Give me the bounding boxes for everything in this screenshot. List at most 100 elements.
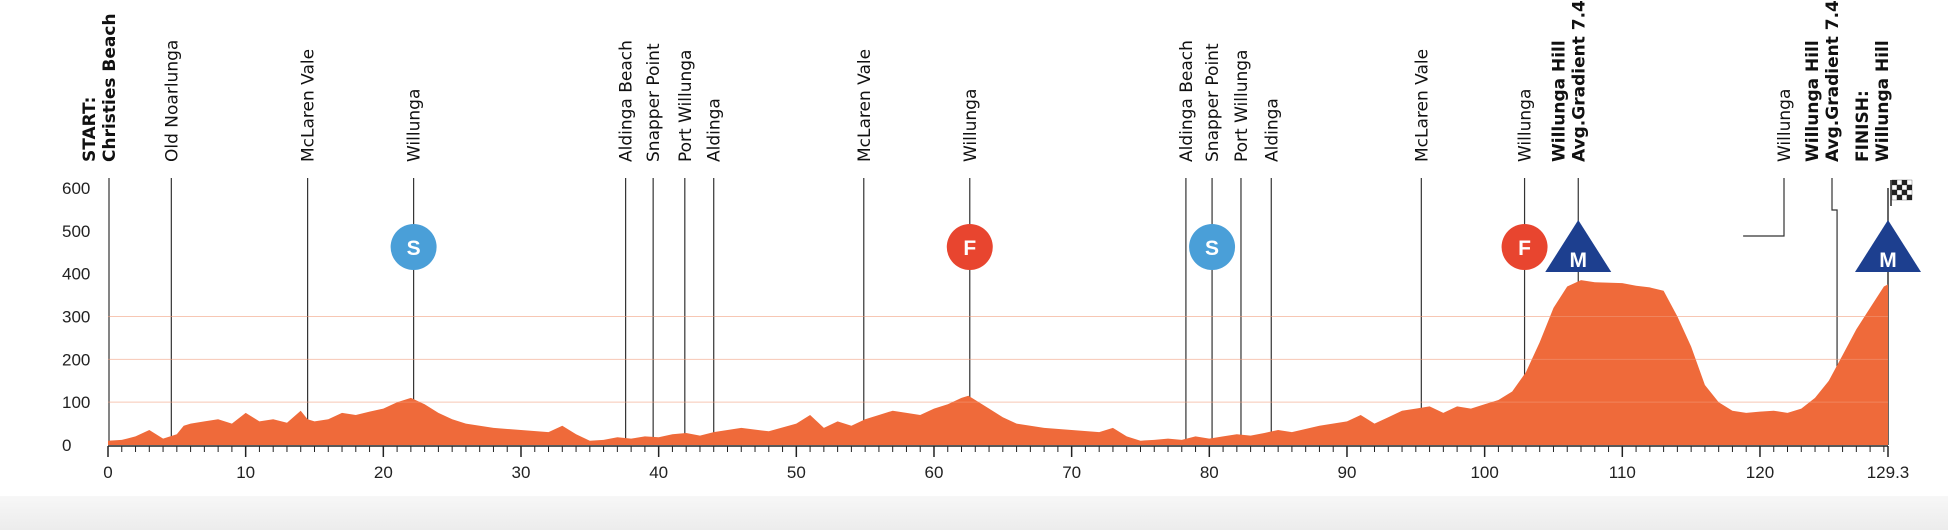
- y-tick-label: 600: [62, 179, 90, 198]
- x-tick-label: 90: [1338, 463, 1357, 482]
- marker-label: S: [407, 237, 421, 260]
- location-label-line: Aldinga: [1262, 98, 1282, 162]
- x-tick-label: 100: [1470, 463, 1498, 482]
- location-label-line: Old Noarlunga: [162, 40, 182, 162]
- kom-label: M: [1570, 249, 1588, 272]
- location-label-1: Old Noarlunga: [162, 40, 182, 162]
- location-label-11: Snapper Point: [1203, 43, 1223, 162]
- location-label-3: Willunga: [405, 89, 425, 162]
- elevation-profile-chart: 0 100 200 300 400 500 600 0 10 20 30 40 50 60 70 80 90 10…: [62, 0, 1921, 482]
- x-tick-label: 30: [512, 463, 531, 482]
- location-label-9: Willunga: [961, 89, 981, 162]
- location-label-15: Willunga: [1516, 89, 1536, 162]
- kom-label: M: [1879, 249, 1897, 272]
- x-end-label: 129.3: [1867, 463, 1910, 482]
- location-line: [1743, 178, 1785, 237]
- flag-square: [1906, 194, 1913, 201]
- flag-square: [1901, 179, 1908, 186]
- location-label-line: Willunga: [1516, 89, 1536, 162]
- location-label-line: Aldinga Beach: [617, 40, 637, 162]
- x-tick-label: 70: [1062, 463, 1081, 482]
- y-tick-label: 300: [62, 308, 90, 327]
- location-label-7: Aldinga: [705, 98, 725, 162]
- x-tick-label: 0: [103, 463, 112, 482]
- y-tick-label: 200: [62, 350, 90, 369]
- x-tick-label: 20: [374, 463, 393, 482]
- marker-circle: [1501, 224, 1548, 270]
- flag-square: [1891, 194, 1898, 201]
- y-tick-label: 0: [62, 436, 71, 455]
- footer-band: [0, 496, 1948, 530]
- flag-square: [1896, 184, 1903, 191]
- y-tick-label: 400: [62, 265, 90, 284]
- location-label-6: Port Willunga: [676, 50, 696, 162]
- location-label-line: McLaren Vale: [1412, 49, 1432, 162]
- marker-label: S: [1205, 237, 1219, 260]
- marker-circle: [946, 224, 993, 270]
- flag-square: [1891, 189, 1898, 196]
- location-label-line: McLaren Vale: [299, 49, 319, 162]
- flag-square: [1901, 194, 1908, 201]
- checkered-flag-icon: [1890, 179, 1913, 206]
- flag-square: [1906, 179, 1913, 186]
- marker-circle: [390, 224, 437, 270]
- x-tick-label: 120: [1746, 463, 1774, 482]
- flag-square: [1906, 184, 1913, 191]
- location-label-5: Snapper Point: [644, 43, 664, 162]
- sprint-marker: S: [390, 224, 437, 270]
- x-tick-label: 60: [925, 463, 944, 482]
- location-label-2: McLaren Vale: [299, 49, 319, 162]
- location-label-line: Port Willunga: [1232, 50, 1252, 162]
- location-label-12: Port Willunga: [1232, 50, 1252, 162]
- kom-marker: M: [1855, 220, 1921, 272]
- feed-zone-marker: F: [946, 224, 993, 270]
- marker-label: F: [963, 237, 976, 260]
- kom-triangle: [1545, 220, 1612, 272]
- kom-triangle: [1855, 220, 1921, 272]
- location-label-line: Port Willunga: [676, 50, 696, 162]
- x-tick-label: 50: [787, 463, 806, 482]
- location-label-line: Snapper Point: [1203, 43, 1223, 162]
- flag-square: [1901, 189, 1908, 196]
- flag-square: [1896, 179, 1903, 186]
- marker-circle: [1189, 224, 1236, 270]
- flag-square: [1896, 189, 1903, 196]
- location-label-13: Aldinga: [1262, 98, 1282, 162]
- x-tick-label: 10: [236, 463, 255, 482]
- location-label-line: FINISH:: [1853, 90, 1873, 162]
- flag-square: [1891, 179, 1898, 186]
- flag-square: [1901, 184, 1908, 191]
- location-label-line: Willunga Hill: [1873, 40, 1893, 162]
- location-line: [1831, 178, 1838, 445]
- location-label-line: McLaren Vale: [855, 49, 875, 162]
- y-tick-label: 100: [62, 393, 90, 412]
- x-tick-label: 110: [1609, 463, 1636, 482]
- location-label-line: Christies Beach: [100, 13, 120, 162]
- location-label-19: FINISH: Willunga Hill: [1853, 40, 1893, 162]
- location-label-line: START:: [80, 97, 100, 162]
- location-label-10: Aldinga Beach: [1177, 40, 1197, 162]
- x-tick-label: 80: [1200, 463, 1219, 482]
- location-label-14: McLaren Vale: [1412, 49, 1432, 162]
- location-label-18: Willunga Hill Avg.Gradient 7.4%: [1803, 0, 1843, 162]
- location-label-line: Willunga: [961, 89, 981, 162]
- location-label-line: Avg.Gradient 7.4%: [1823, 0, 1843, 162]
- location-label-line: Willunga Hill: [1803, 40, 1823, 162]
- location-label-0: START: Christies Beach: [80, 13, 120, 162]
- location-label-line: Willunga Hill: [1549, 40, 1569, 162]
- location-label-line: Aldinga: [705, 98, 725, 162]
- location-label-line: Avg.Gradient 7.4%: [1569, 0, 1589, 162]
- location-label-8: McLaren Vale: [855, 49, 875, 162]
- sprint-marker: S: [1189, 224, 1236, 270]
- y-tick-label: 500: [62, 222, 90, 241]
- location-label-17: Willunga: [1775, 89, 1795, 162]
- location-label-line: Willunga: [1775, 89, 1795, 162]
- x-tick-label: 40: [649, 463, 668, 482]
- flag-square: [1906, 189, 1913, 196]
- flag-square: [1891, 184, 1898, 191]
- feed-zone-marker: F: [1501, 224, 1548, 270]
- elevation-profile-area: [108, 280, 1888, 445]
- location-label-16: Willunga Hill Avg.Gradient 7.4%: [1549, 0, 1589, 162]
- location-label-line: Willunga: [405, 89, 425, 162]
